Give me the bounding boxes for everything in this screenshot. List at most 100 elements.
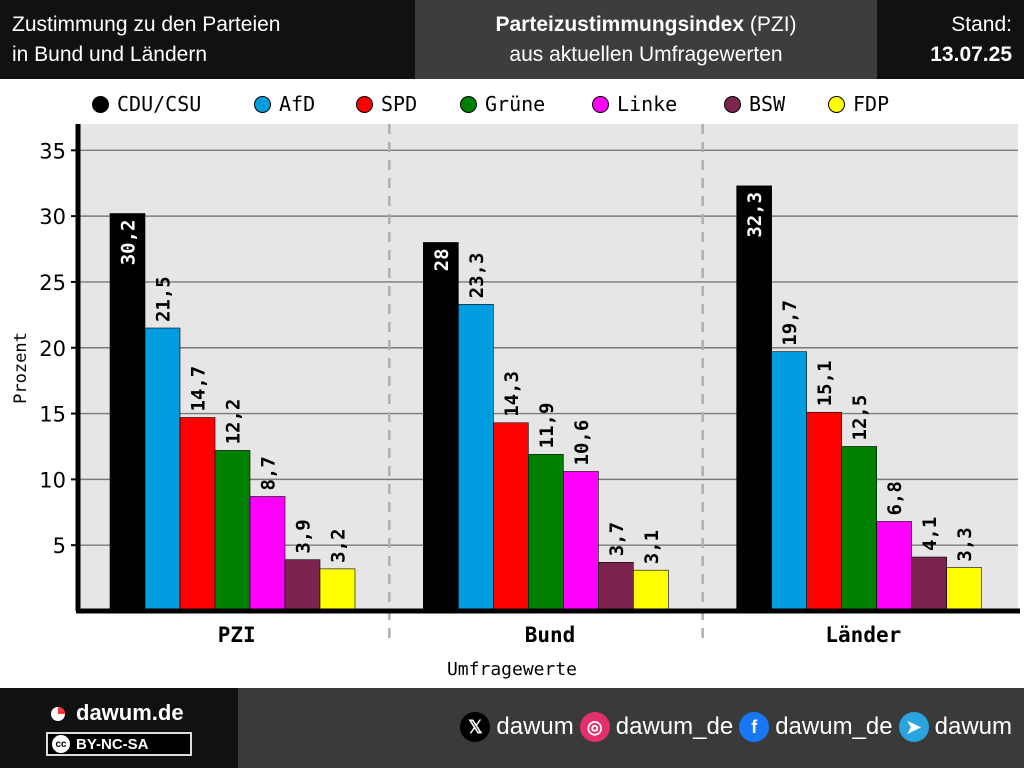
bar-fdp-1 bbox=[633, 569, 669, 612]
social-handle[interactable]: dawum bbox=[496, 713, 574, 740]
data-label: 14,3 bbox=[501, 371, 523, 417]
header-bar: Zustimmung zu den Parteien in Bund und L… bbox=[0, 0, 1024, 79]
bar-spd-2 bbox=[806, 411, 842, 612]
bar-fdp-0 bbox=[319, 568, 356, 612]
legend-item-5: BSW bbox=[724, 92, 785, 116]
data-label: 12,5 bbox=[849, 395, 871, 441]
license-badge: cc BY-NC-SA bbox=[46, 732, 192, 756]
data-label: 14,7 bbox=[188, 366, 210, 412]
bar-grne-1 bbox=[528, 454, 564, 612]
data-label: 8,7 bbox=[258, 456, 280, 490]
legend-item-3: Grüne bbox=[460, 92, 545, 116]
bar-bsw-1 bbox=[598, 561, 634, 612]
header-index-abbr: (PZI) bbox=[744, 13, 797, 36]
bar-grne-2 bbox=[841, 446, 877, 612]
stand-date: 13.07.25 bbox=[930, 43, 1012, 66]
bar-linke-1 bbox=[563, 471, 599, 612]
x-tick-label: Bund bbox=[525, 623, 576, 647]
data-label: 30,2 bbox=[118, 220, 140, 266]
data-label: 3,3 bbox=[954, 527, 976, 561]
legend-label: FDP bbox=[853, 92, 890, 116]
footer-brand-area: dawum.de cc BY-NC-SA bbox=[0, 688, 238, 768]
bar-fdp-2 bbox=[946, 567, 982, 612]
bar-cducsu-2 bbox=[736, 185, 772, 612]
y-tick-label: 10 bbox=[39, 468, 66, 492]
legend-swatch bbox=[724, 95, 741, 113]
y-tick-label: 30 bbox=[39, 205, 66, 229]
legend-swatch bbox=[460, 95, 477, 113]
legend-label: SPD bbox=[381, 92, 418, 116]
legend-swatch bbox=[254, 95, 271, 113]
data-label: 10,6 bbox=[571, 420, 593, 466]
data-label: 23,3 bbox=[466, 253, 488, 299]
x-axis-title: Umfragewerte bbox=[447, 659, 577, 680]
bar-spd-1 bbox=[493, 422, 529, 612]
data-label: 15,1 bbox=[814, 360, 836, 406]
y-axis-title: Prozent bbox=[11, 332, 31, 404]
legend-item-2: SPD bbox=[356, 92, 417, 116]
bar-linke-2 bbox=[876, 521, 912, 612]
data-label: 3,9 bbox=[293, 519, 315, 553]
bar-bsw-2 bbox=[911, 556, 947, 612]
social-handle[interactable]: dawum bbox=[934, 713, 1012, 740]
data-label: 3,1 bbox=[641, 530, 663, 564]
x-tick-label: PZI bbox=[218, 623, 256, 647]
bar-spd-0 bbox=[179, 417, 216, 612]
data-label: 4,1 bbox=[919, 517, 941, 551]
legend-swatch bbox=[92, 95, 109, 113]
stand-label: Stand: bbox=[951, 13, 1012, 36]
y-tick-label: 15 bbox=[39, 403, 66, 427]
data-label: 11,9 bbox=[536, 403, 558, 449]
bar-bsw-0 bbox=[284, 559, 321, 612]
social-handle[interactable]: dawum_de bbox=[615, 713, 734, 740]
legend-label: CDU/CSU bbox=[117, 92, 202, 116]
license-text: BY-NC-SA bbox=[76, 735, 149, 753]
y-tick-label: 20 bbox=[39, 337, 66, 361]
bar-linke-0 bbox=[249, 496, 286, 612]
legend-swatch bbox=[592, 95, 609, 113]
y-tick-label: 5 bbox=[53, 534, 66, 558]
bar-afd-0 bbox=[144, 327, 181, 612]
brand-name: dawum.de bbox=[76, 700, 184, 725]
legend-swatch bbox=[356, 95, 373, 113]
legend-swatch bbox=[828, 95, 845, 113]
data-label: 28 bbox=[431, 248, 453, 271]
x-tick-label: Länder bbox=[825, 623, 901, 647]
telegram-icon[interactable]: ➤ bbox=[898, 712, 929, 742]
header-title: Zustimmung zu den Parteien in Bund und L… bbox=[12, 13, 281, 66]
y-tick-label: 25 bbox=[39, 271, 66, 295]
social-handle[interactable]: dawum_de bbox=[775, 713, 893, 740]
bar-cducsu-0 bbox=[109, 213, 146, 612]
data-label: 32,3 bbox=[744, 192, 766, 238]
legend-label: BSW bbox=[749, 92, 786, 116]
y-tick-label: 35 bbox=[39, 139, 66, 163]
bar-afd-1 bbox=[458, 304, 494, 612]
legend-item-0: CDU/CSU bbox=[92, 92, 201, 116]
legend-item-4: Linke bbox=[592, 92, 677, 116]
legend-item-6: FDP bbox=[828, 92, 889, 116]
bar-chart: 5 10 15 20 25 30 35 30,2 21,5 14,7 12,2 8,7 3,9 3,2 PZ… bbox=[11, 124, 1020, 680]
bar-grne-0 bbox=[214, 450, 251, 612]
legend-label: Grüne bbox=[485, 92, 546, 116]
bar-cducsu-1 bbox=[423, 242, 459, 612]
legend-label: Linke bbox=[617, 92, 678, 116]
pie-logo-icon bbox=[51, 707, 65, 721]
facebook-icon[interactable]: f bbox=[739, 712, 770, 742]
data-label: 19,7 bbox=[779, 300, 801, 346]
chart-legend: CDU/CSU AfD SPD Grüne Linke BSW FDP bbox=[0, 84, 1024, 120]
header-subtitle: aus aktuellen Umfragewerten bbox=[509, 43, 783, 66]
instagram-icon[interactable]: ◎ bbox=[579, 712, 610, 742]
cc-icon: cc bbox=[52, 735, 70, 753]
x-icon[interactable]: 𝕏 bbox=[460, 712, 491, 742]
data-label: 6,8 bbox=[884, 481, 906, 515]
data-label: 21,5 bbox=[153, 276, 175, 322]
header-stand: Stand: 13.07.25 bbox=[930, 10, 1012, 70]
bar-afd-2 bbox=[771, 351, 807, 612]
header-center: Parteizustimmungsindex (PZI) aus aktuell… bbox=[415, 0, 877, 79]
legend-item-1: AfD bbox=[254, 92, 315, 116]
brand[interactable]: dawum.de bbox=[50, 700, 184, 726]
legend-label: AfD bbox=[279, 92, 316, 116]
header-index-name: Parteizustimmungsindex bbox=[495, 13, 745, 36]
